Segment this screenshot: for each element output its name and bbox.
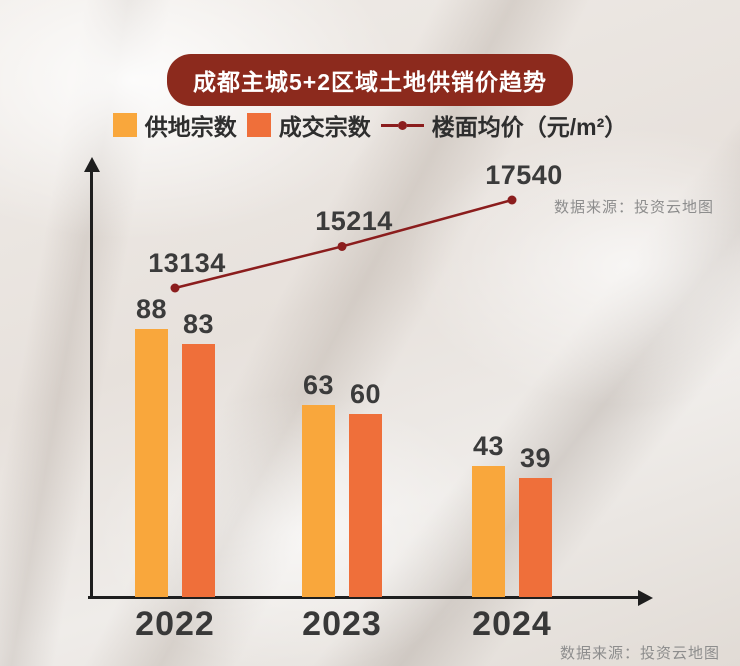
bar-supply-2023 bbox=[302, 405, 335, 597]
line-value-2024: 17540 bbox=[485, 160, 563, 190]
x-axis-arrow-icon bbox=[638, 590, 653, 606]
bar-value-supply-2022: 88 bbox=[135, 294, 168, 324]
y-axis bbox=[90, 172, 93, 598]
y-axis-arrow-icon bbox=[84, 157, 100, 172]
x-axis bbox=[88, 596, 640, 599]
bar-sold-2022 bbox=[182, 344, 215, 597]
legend-item-0: 供地宗数 bbox=[112, 108, 237, 142]
bar-sold-2023 bbox=[349, 414, 382, 597]
legend-swatch-icon bbox=[112, 113, 137, 137]
x-label-2023: 2023 bbox=[302, 605, 382, 643]
line-value-2023: 15214 bbox=[315, 206, 393, 237]
legend-line-dot-icon bbox=[380, 120, 424, 130]
legend-item-2: 楼面均价（元/m²） bbox=[380, 108, 628, 142]
legend: 供地宗数 成交宗数 楼面均价（元/m²） bbox=[0, 108, 740, 142]
bar-value-sold-2023: 60 bbox=[349, 379, 382, 409]
line-value-2022: 13134 bbox=[148, 248, 226, 278]
bar-supply-2022 bbox=[135, 329, 168, 597]
legend-label: 供地宗数 bbox=[144, 114, 237, 140]
x-label-2022: 2022 bbox=[135, 605, 215, 643]
watermark-top: 数据来源：投资云地图 bbox=[553, 199, 714, 216]
x-label-2024: 2024 bbox=[472, 605, 552, 643]
legend-label: 成交宗数 bbox=[278, 114, 371, 140]
bar-value-supply-2024: 43 bbox=[472, 431, 505, 461]
bar-value-sold-2024: 39 bbox=[519, 443, 552, 473]
bar-supply-2024 bbox=[472, 466, 505, 597]
legend-swatch-icon bbox=[246, 113, 271, 137]
bar-value-sold-2022: 83 bbox=[182, 309, 215, 339]
legend-item-1: 成交宗数 bbox=[246, 108, 371, 142]
legend-label: 楼面均价（元/m²） bbox=[431, 114, 628, 140]
watermark-bottom: 数据来源：投资云地图 bbox=[559, 645, 720, 662]
bar-sold-2024 bbox=[519, 478, 552, 597]
chart-title: 成都主城5+2区域土地供销价趋势 bbox=[166, 54, 574, 106]
bar-value-supply-2023: 63 bbox=[302, 370, 335, 400]
